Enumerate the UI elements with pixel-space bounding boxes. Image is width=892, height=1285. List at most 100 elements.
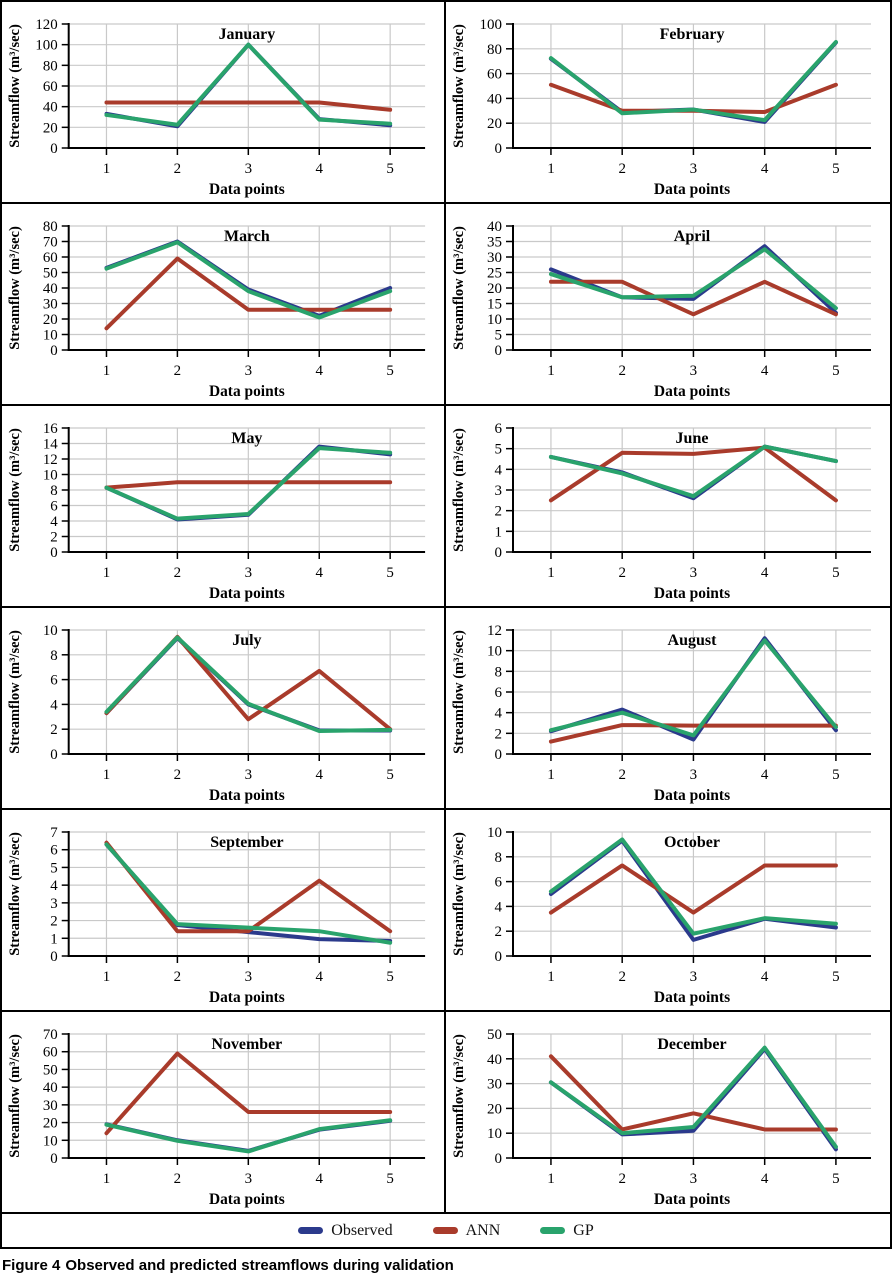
legend-swatch-ann <box>432 1227 458 1234</box>
chart-title: December <box>657 1036 726 1053</box>
x-tick-label: 1 <box>103 565 110 581</box>
y-tick-label: 2 <box>495 924 503 940</box>
figure-caption-text: Observed and predicted streamflows durin… <box>65 1257 454 1274</box>
x-tick-label: 2 <box>618 767 626 783</box>
chart-cell-september: 0 1 2 3 4 5 6 7 1 2 3 4 5 September Data points Streamf… <box>2 810 446 1012</box>
y-tick-label: 8 <box>50 483 57 499</box>
x-tick-label: 3 <box>690 565 698 581</box>
y-tick-label: 40 <box>43 100 58 116</box>
series-line-ann <box>548 863 838 915</box>
series-line-ann <box>104 100 393 112</box>
x-tick-label: 1 <box>547 161 555 177</box>
x-tick-label: 1 <box>547 767 555 783</box>
x-tick-label: 2 <box>174 1171 181 1187</box>
x-tick-label: 4 <box>761 969 769 985</box>
chart-cell-june: 0 1 2 3 4 5 6 1 2 3 4 5 June Data points Streamflow (m… <box>446 406 890 608</box>
y-tick-label: 20 <box>487 116 502 132</box>
x-tick-label: 1 <box>103 363 110 379</box>
chart-cell-august: 0 2 4 6 8 10 12 1 2 3 4 5 August Data points Streamflo… <box>446 608 890 810</box>
y-tick-label: 4 <box>50 514 58 530</box>
y-tick-label: 1 <box>50 931 57 947</box>
y-tick-label: 12 <box>487 623 502 639</box>
series-line-gp <box>104 42 393 127</box>
x-axis-label: Data points <box>654 585 730 602</box>
series-line-gp <box>104 842 393 945</box>
y-axis-label: Streamflow (m³/sec) <box>7 832 23 956</box>
x-axis-label: Data points <box>654 383 730 400</box>
x-tick-label: 5 <box>386 969 393 985</box>
y-tick-label: 60 <box>487 67 502 83</box>
y-tick-label: 14 <box>43 436 58 452</box>
x-tick-label: 4 <box>316 363 324 379</box>
y-axis-label: Streamflow (m³/sec) <box>451 24 467 148</box>
y-tick-label: 0 <box>495 747 503 763</box>
y-tick-label: 5 <box>50 860 57 876</box>
series-line-gp <box>548 39 838 123</box>
x-tick-label: 4 <box>761 767 769 783</box>
y-tick-label: 0 <box>50 949 57 965</box>
x-axis-label: Data points <box>654 181 730 198</box>
x-axis-label: Data points <box>209 383 285 400</box>
x-tick-label: 4 <box>316 1171 324 1187</box>
legend-swatch-observed <box>298 1227 324 1234</box>
x-tick-label: 2 <box>618 161 626 177</box>
x-tick-label: 2 <box>174 565 181 581</box>
chart-title: March <box>224 228 270 245</box>
chart-january: 0 20 40 60 80 100 120 1 2 3 4 5 January Data points St… <box>7 17 426 198</box>
chart-title: April <box>674 228 711 245</box>
legend-item-ann: ANN <box>432 1222 500 1240</box>
figure-caption: Figure 4 Observed and predicted streamflo… <box>0 1249 892 1280</box>
x-tick-label: 3 <box>690 1171 698 1187</box>
y-axis-label: Streamflow (m³/sec) <box>451 630 467 754</box>
x-tick-label: 5 <box>386 767 393 783</box>
x-tick-label: 5 <box>386 565 393 581</box>
y-tick-label: 0 <box>495 343 503 359</box>
y-tick-label: 0 <box>495 545 503 561</box>
x-tick-label: 3 <box>690 161 698 177</box>
chart-cell-january: 0 20 40 60 80 100 120 1 2 3 4 5 January Data points St… <box>2 2 446 204</box>
x-tick-label: 5 <box>832 161 840 177</box>
y-tick-label: 20 <box>487 281 502 297</box>
x-tick-label: 2 <box>618 1171 626 1187</box>
y-axis-label: Streamflow (m³/sec) <box>7 428 23 552</box>
chart-cell-november: 0 10 20 30 40 50 60 70 1 2 3 4 5 November Data points S… <box>2 1012 446 1214</box>
y-tick-label: 50 <box>487 1027 502 1043</box>
x-tick-label: 3 <box>690 969 698 985</box>
y-tick-label: 10 <box>43 623 58 639</box>
y-tick-label: 4 <box>50 878 58 894</box>
y-tick-label: 4 <box>495 462 503 478</box>
y-tick-label: 80 <box>43 219 58 235</box>
chart-june: 0 1 2 3 4 5 6 1 2 3 4 5 June Data points Streamflow (m… <box>451 421 871 602</box>
x-tick-label: 3 <box>245 363 252 379</box>
chart-title: August <box>668 632 718 649</box>
y-tick-label: 50 <box>43 1062 58 1078</box>
y-tick-label: 8 <box>495 850 503 866</box>
series-line-gp <box>104 446 393 521</box>
chart-december: 0 10 20 30 40 50 1 2 3 4 5 December Data points Strea… <box>451 1027 871 1208</box>
x-tick-label: 3 <box>245 1171 252 1187</box>
chart-title: November <box>212 1036 283 1053</box>
chart-title: June <box>676 430 709 447</box>
chart-title: February <box>660 26 725 43</box>
chart-cell-october: 0 2 4 6 8 10 1 2 3 4 5 October Data points Streamflow… <box>446 810 890 1012</box>
y-tick-label: 30 <box>487 250 502 266</box>
y-tick-label: 60 <box>43 79 58 95</box>
x-tick-label: 3 <box>245 767 252 783</box>
y-tick-label: 2 <box>495 726 503 742</box>
y-tick-label: 7 <box>50 825 58 841</box>
y-tick-label: 6 <box>495 421 503 437</box>
y-tick-label: 12 <box>43 452 58 468</box>
x-tick-label: 3 <box>245 969 252 985</box>
series-line-gp <box>104 635 393 734</box>
x-tick-label: 2 <box>174 363 181 379</box>
x-axis-label: Data points <box>654 989 730 1006</box>
y-tick-label: 6 <box>495 875 503 891</box>
y-axis-label: Streamflow (m³/sec) <box>451 226 467 350</box>
y-tick-label: 16 <box>43 421 58 437</box>
